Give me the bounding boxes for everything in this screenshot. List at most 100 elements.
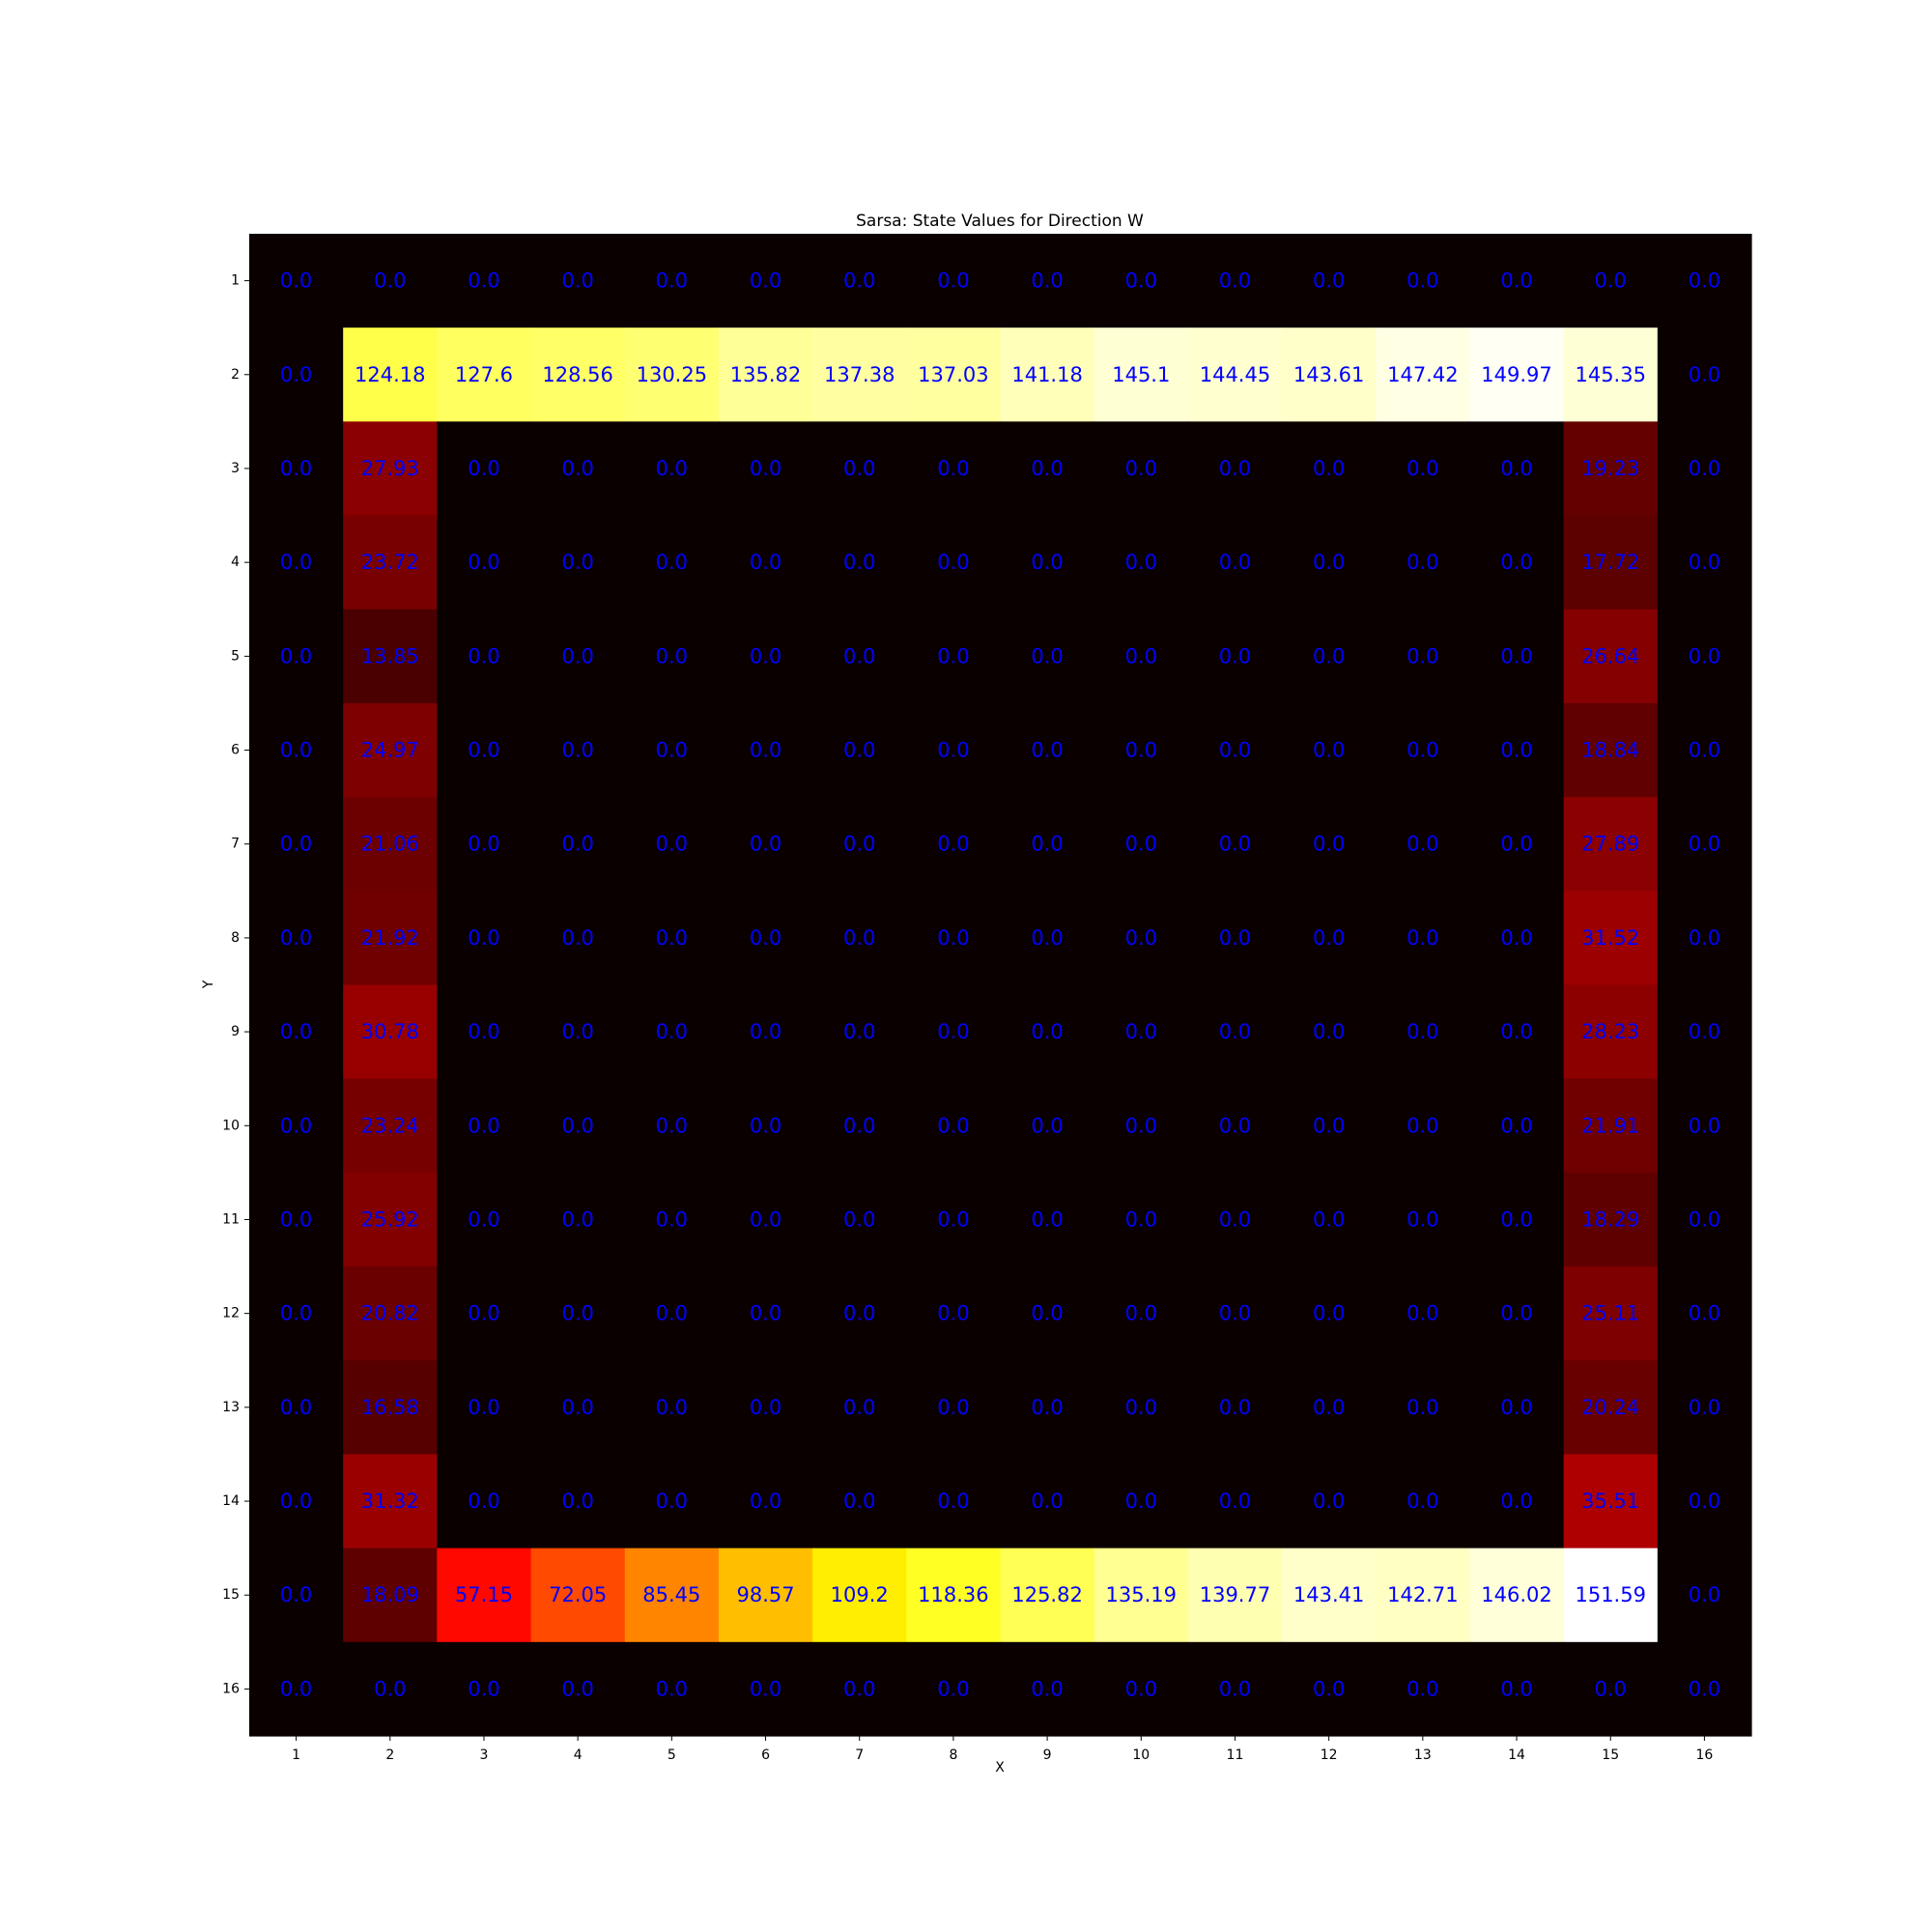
cell-value-label: 0.0 [843,270,875,293]
cell-value-label: 109.2 [831,1583,889,1606]
cell-value-label: 145.1 [1112,363,1170,386]
heatmap-cell [343,1641,438,1737]
heatmap-cell [812,327,907,422]
cell-value-label: 0.0 [561,1396,593,1419]
cell-value-label: 0.0 [1031,644,1063,668]
heatmap-cell [249,327,344,422]
cell-value-label: 0.0 [1125,457,1157,480]
cell-value-label: 0.0 [1313,644,1345,668]
heatmap-cell [249,1266,344,1361]
cell-value-label: 0.0 [1406,1114,1438,1137]
cell-value-label: 0.0 [1125,833,1157,856]
heatmap-cell [249,797,344,892]
x-tick-label: 9 [1043,1747,1052,1763]
heatmap-cell [343,1548,438,1643]
heatmap-cell [1657,891,1752,986]
cell-value-label: 137.03 [918,363,988,386]
heatmap-cell [624,891,720,986]
cell-value-label: 0.0 [561,1208,593,1231]
heatmap-cell [906,1548,1002,1643]
heatmap-cell [1000,234,1095,328]
heatmap-cell [249,421,344,517]
cell-value-label: 0.0 [468,1208,499,1231]
heatmap-cell [812,515,907,611]
cell-value-label: 0.0 [468,1490,499,1513]
cell-value-label: 143.41 [1293,1583,1364,1606]
cell-value-label: 0.0 [280,270,312,293]
y-tick-label: 6 [231,743,240,758]
heatmap-cell [1000,1548,1095,1643]
heatmap-cell [343,1360,438,1456]
cell-value-label: 128.56 [542,363,612,386]
heatmap-cell [718,1360,813,1456]
cell-value-label: 0.0 [1500,1208,1532,1231]
heatmap-cell [343,421,438,517]
heatmap-cell [1094,1172,1189,1267]
heatmap-cell [624,1172,720,1267]
cell-value-label: 0.0 [1219,1396,1251,1419]
heatmap-cell [437,609,532,704]
heatmap-cell [1657,1454,1752,1549]
heatmap-cell [1094,984,1189,1080]
cell-value-label: 0.0 [937,1396,969,1419]
heatmap-cell [1469,515,1565,611]
cell-value-label: 0.0 [1219,1208,1251,1231]
heatmap-cell [1469,609,1565,704]
heatmap-cell [1469,891,1565,986]
heatmap-cell [906,1078,1002,1174]
cell-value-label: 0.0 [1500,1490,1532,1513]
heatmap-cell [1469,702,1565,798]
heatmap-cell [1000,1172,1095,1267]
cell-value-label: 0.0 [1219,926,1251,950]
heatmap-cell [1563,1078,1659,1174]
heatmap-cell [1187,797,1283,892]
heatmap-cell [624,702,720,798]
heatmap-cell [437,327,532,422]
heatmap-cell [718,1454,813,1549]
cell-value-label: 0.0 [1500,926,1532,950]
cell-value-label: 0.0 [1406,739,1438,762]
heatmap-cell [1657,515,1752,611]
cell-value-label: 0.0 [1406,644,1438,668]
heatmap-cell [1657,1266,1752,1361]
cell-value-label: 0.0 [1313,926,1345,950]
heatmap-cell [1187,1360,1283,1456]
heatmap-cell [1563,234,1659,328]
heatmap-cell [1187,984,1283,1080]
heatmap-cells [249,234,1752,1737]
cell-value-label: 18.29 [1581,1208,1639,1231]
heatmap-cell [1187,1641,1283,1737]
heatmap-cell [624,1548,720,1643]
x-tick-label: 5 [668,1747,676,1763]
cell-value-label: 0.0 [656,1020,688,1043]
cell-value-label: 0.0 [937,270,969,293]
heatmap-cell [1094,1266,1189,1361]
heatmap-cell [906,702,1002,798]
heatmap-cell [906,234,1002,328]
y-tick-label: 16 [222,1681,240,1696]
heatmap-cell [343,1266,438,1361]
heatmap-cell [1563,421,1659,517]
cell-value-label: 0.0 [750,739,781,762]
cell-value-label: 0.0 [1031,1677,1063,1700]
cell-value-label: 0.0 [280,551,312,574]
heatmap-cell [437,797,532,892]
cell-value-label: 0.0 [937,1490,969,1513]
heatmap-cell [812,891,907,986]
heatmap-cell [1000,1641,1095,1737]
heatmap-cell [718,702,813,798]
cell-value-label: 0.0 [561,926,593,950]
heatmap-cell [530,797,626,892]
cell-value-label: 0.0 [1125,1677,1157,1700]
y-tick-label: 4 [231,554,240,570]
heatmap-cell [343,1172,438,1267]
cell-value-label: 0.0 [1219,551,1251,574]
heatmap-cell [343,327,438,422]
heatmap-cell [624,327,720,422]
heatmap-cell [249,1078,344,1174]
heatmap-cell [1563,1548,1659,1643]
heatmap-cell [1657,702,1752,798]
heatmap-cell [343,797,438,892]
y-tick-label: 8 [231,930,240,946]
cell-value-label: 25.11 [1581,1302,1639,1325]
